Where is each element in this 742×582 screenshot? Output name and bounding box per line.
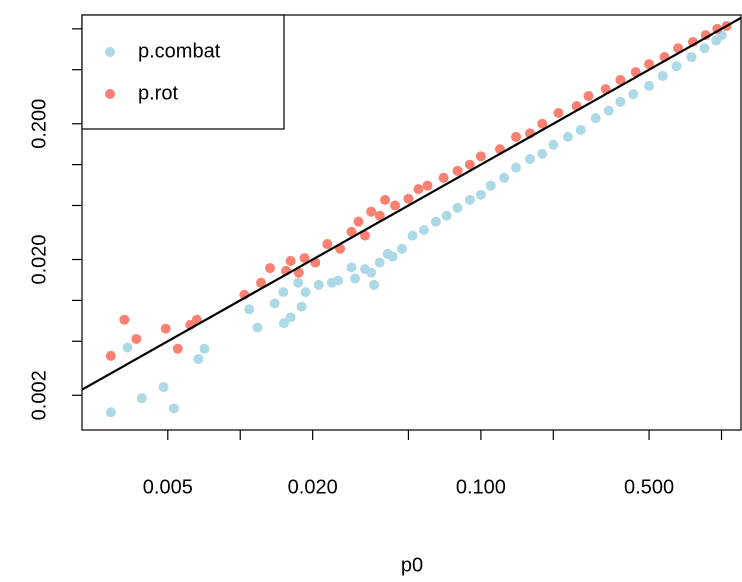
point	[712, 23, 723, 34]
x-tick-label: 0.500	[624, 476, 674, 498]
point	[475, 189, 486, 200]
point	[360, 230, 371, 241]
x-tick-label: 0.100	[456, 476, 506, 498]
point	[346, 262, 357, 273]
point	[387, 251, 398, 262]
point	[322, 239, 333, 250]
point	[615, 96, 626, 107]
point	[313, 279, 324, 290]
point	[485, 180, 496, 191]
point	[430, 216, 441, 227]
point	[418, 224, 429, 235]
point	[199, 343, 210, 354]
point	[644, 80, 655, 91]
point	[293, 267, 304, 278]
point	[285, 312, 296, 323]
point	[374, 257, 385, 268]
point	[105, 407, 116, 418]
point	[657, 70, 668, 81]
point	[350, 273, 361, 284]
point	[160, 323, 171, 334]
point	[511, 131, 522, 142]
point	[390, 200, 401, 211]
x-tick-label: 0.005	[143, 476, 193, 498]
point	[265, 263, 276, 274]
point	[407, 230, 418, 241]
point	[269, 298, 280, 309]
point	[628, 89, 639, 100]
point	[583, 91, 594, 102]
point	[158, 382, 169, 393]
point	[136, 393, 147, 404]
point	[119, 314, 130, 325]
point	[374, 210, 385, 221]
point	[537, 148, 548, 159]
point	[396, 243, 407, 254]
point	[122, 342, 133, 353]
point	[699, 43, 710, 54]
point	[366, 267, 377, 278]
point	[353, 216, 364, 227]
point	[441, 210, 452, 221]
point	[438, 172, 449, 183]
point	[366, 206, 377, 217]
point	[603, 105, 614, 116]
point	[403, 193, 414, 204]
point	[590, 113, 601, 124]
point	[300, 287, 311, 298]
legend-label: p.rot	[138, 82, 178, 104]
point	[285, 256, 296, 267]
point	[193, 354, 204, 365]
point	[380, 194, 391, 205]
point	[252, 322, 263, 333]
point	[452, 202, 463, 213]
point	[131, 333, 142, 344]
point	[686, 52, 697, 63]
point	[369, 279, 380, 290]
point	[299, 253, 310, 264]
point	[537, 118, 548, 129]
legend: p.combat p.rot	[81, 14, 285, 130]
legend-box	[81, 14, 285, 130]
point	[452, 165, 463, 176]
point	[413, 184, 424, 195]
point	[346, 226, 357, 237]
legend-label: p.combat	[138, 40, 221, 62]
point	[548, 139, 559, 150]
x-tick-label: 0.020	[288, 476, 338, 498]
identity-line	[82, 16, 741, 391]
point	[475, 151, 486, 162]
y-tick-label: 0.200	[28, 99, 50, 149]
point	[256, 277, 267, 288]
point	[422, 180, 433, 191]
point	[293, 277, 304, 288]
point	[244, 304, 255, 315]
legend-marker	[105, 89, 115, 99]
plot-area	[82, 16, 741, 418]
plot-frame	[81, 14, 742, 431]
x-axis-title: p0	[401, 554, 423, 576]
legend-marker	[105, 47, 115, 57]
point	[615, 75, 626, 86]
point	[105, 350, 116, 361]
point	[172, 343, 183, 354]
point	[524, 154, 535, 165]
point	[168, 403, 179, 414]
point	[671, 61, 682, 72]
point	[511, 162, 522, 173]
point	[296, 301, 307, 312]
point	[575, 124, 586, 135]
point	[278, 287, 289, 298]
point	[333, 275, 344, 286]
point	[464, 194, 475, 205]
point	[278, 318, 289, 329]
point	[553, 108, 564, 119]
point	[644, 59, 655, 70]
y-tick-label: 0.020	[28, 234, 50, 284]
point	[499, 172, 510, 183]
point	[562, 131, 573, 142]
y-tick-label: 0.002	[28, 370, 50, 420]
point	[464, 159, 475, 170]
